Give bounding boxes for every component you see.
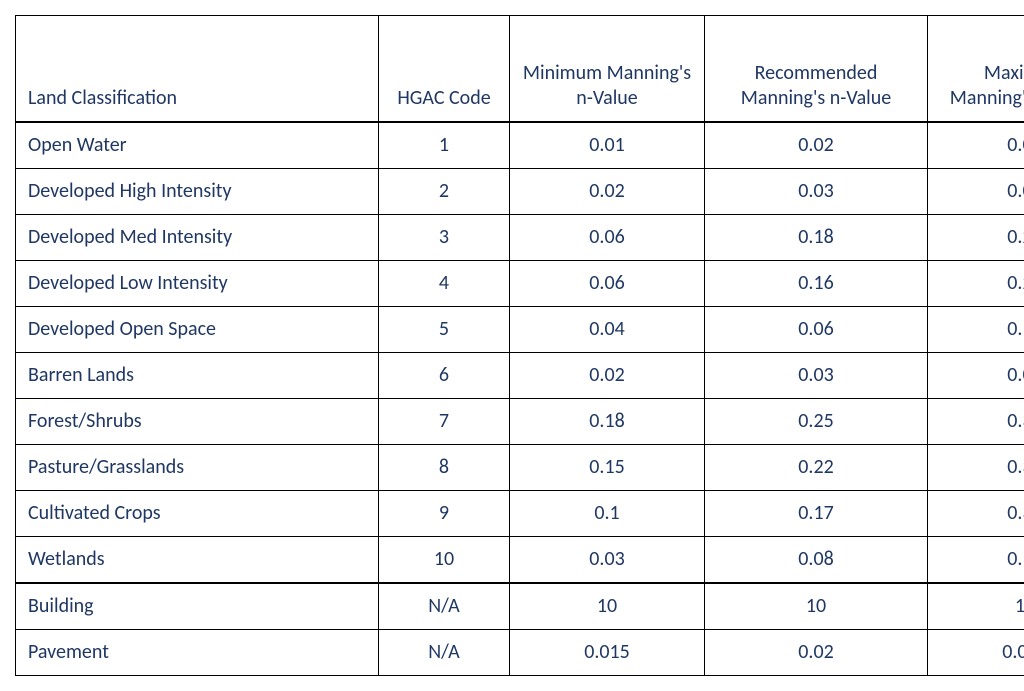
cell-class: Barren Lands xyxy=(16,352,379,398)
cell-rec: 0.06 xyxy=(705,306,928,352)
table-row: BuildingN/A101010 xyxy=(16,583,1024,630)
cell-rec: 0.25 xyxy=(705,398,928,444)
cell-min: 0.15 xyxy=(510,444,705,490)
cell-rec: 0.03 xyxy=(705,168,928,214)
cell-rec: 0.17 xyxy=(705,490,928,536)
cell-rec: 0.03 xyxy=(705,352,928,398)
cell-class: Developed High Intensity xyxy=(16,168,379,214)
table-row: Open Water10.010.020.03 xyxy=(16,122,1024,169)
cell-rec: 0.16 xyxy=(705,260,928,306)
col-header-recommended: Recommended Manning's n-Value xyxy=(705,16,928,122)
cell-code: 6 xyxy=(379,352,510,398)
cell-min: 0.015 xyxy=(510,629,705,675)
cell-code: N/A xyxy=(379,583,510,630)
cell-code: 1 xyxy=(379,122,510,169)
cell-class: Pasture/Grasslands xyxy=(16,444,379,490)
cell-code: 9 xyxy=(379,490,510,536)
cell-class: Open Water xyxy=(16,122,379,169)
cell-rec: 0.02 xyxy=(705,629,928,675)
cell-code: 8 xyxy=(379,444,510,490)
cell-class: Developed Open Space xyxy=(16,306,379,352)
cell-max: 0.06 xyxy=(928,168,1024,214)
table-row: Developed Open Space50.040.060.10 xyxy=(16,306,1024,352)
table-row: Developed High Intensity20.020.030.06 xyxy=(16,168,1024,214)
cell-max: 0.20 xyxy=(928,260,1024,306)
cell-min: 0.06 xyxy=(510,260,705,306)
table-row: Developed Med Intensity30.060.180.20 xyxy=(16,214,1024,260)
cell-rec: 0.02 xyxy=(705,122,928,169)
cell-min: 0.1 xyxy=(510,490,705,536)
table-row: Forest/Shrubs70.180.250.30 xyxy=(16,398,1024,444)
table-body: Open Water10.010.020.03Developed High In… xyxy=(16,122,1024,676)
cell-code: N/A xyxy=(379,629,510,675)
cell-code: 10 xyxy=(379,536,510,583)
cell-min: 0.03 xyxy=(510,536,705,583)
cell-max: 0.10 xyxy=(928,306,1024,352)
cell-min: 0.18 xyxy=(510,398,705,444)
cell-code: 3 xyxy=(379,214,510,260)
cell-max: 0.03 xyxy=(928,122,1024,169)
col-header-hgac-code: HGAC Code xyxy=(379,16,510,122)
col-header-max: Maximum Manning's n-Value xyxy=(928,16,1024,122)
col-header-min: Minimum Manning's n-Value xyxy=(510,16,705,122)
cell-max: 0.04 xyxy=(928,352,1024,398)
cell-max: 10 xyxy=(928,583,1024,630)
cell-max: 0.30 xyxy=(928,444,1024,490)
table-row: PavementN/A0.0150.020.025 xyxy=(16,629,1024,675)
table-row: Developed Low Intensity40.060.160.20 xyxy=(16,260,1024,306)
cell-max: 0.025 xyxy=(928,629,1024,675)
manning-n-table: Land Classification HGAC Code Minimum Ma… xyxy=(15,15,1024,676)
cell-max: 0.30 xyxy=(928,490,1024,536)
table-row: Cultivated Crops90.10.170.30 xyxy=(16,490,1024,536)
cell-min: 0.02 xyxy=(510,168,705,214)
cell-min: 0.04 xyxy=(510,306,705,352)
cell-class: Cultivated Crops xyxy=(16,490,379,536)
table-header-row: Land Classification HGAC Code Minimum Ma… xyxy=(16,16,1024,122)
cell-min: 0.01 xyxy=(510,122,705,169)
cell-code: 4 xyxy=(379,260,510,306)
cell-rec: 0.22 xyxy=(705,444,928,490)
cell-max: 0.10 xyxy=(928,536,1024,583)
cell-min: 0.02 xyxy=(510,352,705,398)
cell-max: 0.20 xyxy=(928,214,1024,260)
cell-code: 2 xyxy=(379,168,510,214)
cell-class: Forest/Shrubs xyxy=(16,398,379,444)
cell-class: Developed Med Intensity xyxy=(16,214,379,260)
cell-code: 7 xyxy=(379,398,510,444)
cell-rec: 0.08 xyxy=(705,536,928,583)
table-row: Barren Lands60.020.030.04 xyxy=(16,352,1024,398)
cell-min: 0.06 xyxy=(510,214,705,260)
cell-max: 0.30 xyxy=(928,398,1024,444)
cell-rec: 0.18 xyxy=(705,214,928,260)
cell-rec: 10 xyxy=(705,583,928,630)
cell-code: 5 xyxy=(379,306,510,352)
table-row: Wetlands100.030.080.10 xyxy=(16,536,1024,583)
cell-class: Pavement xyxy=(16,629,379,675)
table-row: Pasture/Grasslands80.150.220.30 xyxy=(16,444,1024,490)
cell-class: Wetlands xyxy=(16,536,379,583)
col-header-classification: Land Classification xyxy=(16,16,379,122)
cell-class: Developed Low Intensity xyxy=(16,260,379,306)
cell-min: 10 xyxy=(510,583,705,630)
cell-class: Building xyxy=(16,583,379,630)
